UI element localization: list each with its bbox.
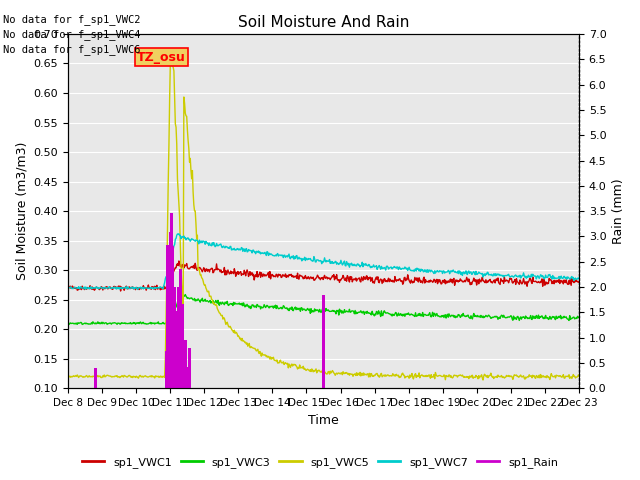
Text: TZ_osu: TZ_osu [137,50,186,63]
Text: No data for f_sp1_VWC2: No data for f_sp1_VWC2 [3,13,141,24]
Bar [184,340,187,388]
Bar [94,368,97,388]
Bar [322,295,325,388]
Bar [179,269,182,388]
Bar [164,351,168,388]
Bar [170,213,173,388]
Bar [186,368,189,388]
Bar [175,311,179,388]
Legend: sp1_VWC1, sp1_VWC3, sp1_VWC5, sp1_VWC7, sp1_Rain: sp1_VWC1, sp1_VWC3, sp1_VWC5, sp1_VWC7, … [77,452,563,472]
Bar [172,246,174,388]
Y-axis label: Soil Moisture (m3/m3): Soil Moisture (m3/m3) [15,142,28,280]
Bar [177,287,180,388]
Bar [168,297,170,388]
Bar [188,348,191,388]
Bar [166,244,169,388]
Text: No data for f_sp1_VWC6: No data for f_sp1_VWC6 [3,44,141,55]
Bar [173,287,175,388]
Text: No data for f_sp1_VWC4: No data for f_sp1_VWC4 [3,29,141,40]
Bar [174,330,177,388]
Bar [169,232,172,388]
X-axis label: Time: Time [308,414,339,427]
Y-axis label: Rain (mm): Rain (mm) [612,179,625,244]
Bar [181,304,184,388]
Title: Soil Moisture And Rain: Soil Moisture And Rain [238,15,409,30]
